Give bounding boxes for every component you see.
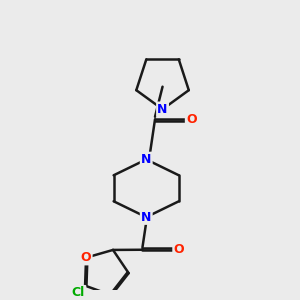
Text: N: N: [141, 211, 152, 224]
Text: O: O: [81, 251, 92, 264]
Text: N: N: [141, 153, 152, 166]
Text: Cl: Cl: [72, 286, 85, 299]
Text: O: O: [186, 113, 197, 126]
Text: O: O: [173, 243, 184, 256]
Text: N: N: [158, 103, 168, 116]
